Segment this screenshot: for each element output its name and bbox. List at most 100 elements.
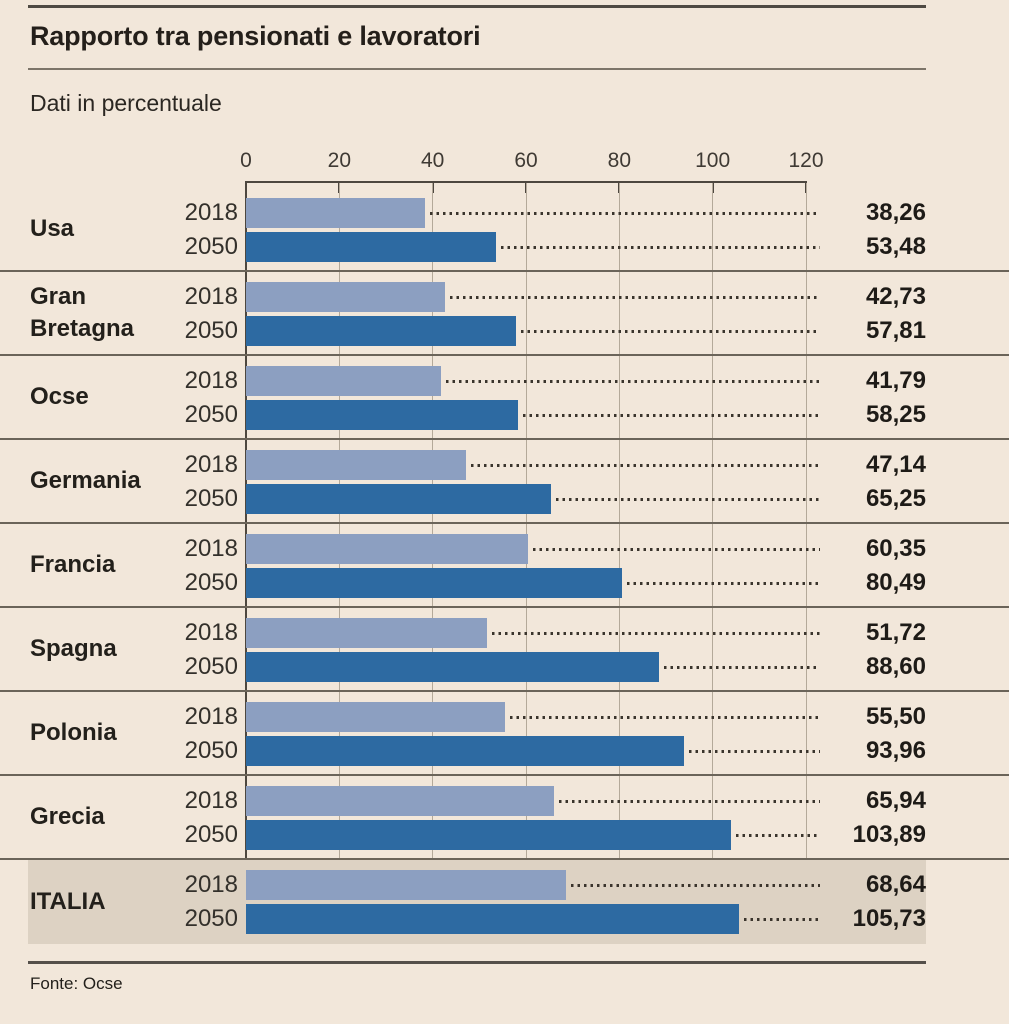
chart-title: Rapporto tra pensionati e lavoratori (30, 21, 481, 51)
year-label-2050: 2050 (184, 653, 238, 680)
value-label-2050: 65,25 (865, 485, 926, 512)
year-label-2018: 2018 (184, 535, 238, 562)
country-label: Usa (30, 214, 75, 242)
bar-line-2018: 2018 41,79 (0, 366, 1009, 396)
gridline (712, 183, 714, 944)
value-label-2018: 42,73 (865, 283, 926, 310)
bar-line-2018: 2018 42,73 (0, 282, 1009, 312)
leader-dots-2050 (735, 834, 820, 837)
leader-dots-2018 (429, 212, 820, 215)
bar-2050 (246, 820, 731, 850)
country-label: Ocse (30, 382, 89, 410)
leader-dots-2018 (571, 884, 820, 887)
bar-2018 (246, 618, 488, 648)
year-label-2018: 2018 (184, 367, 238, 394)
value-label-2050: 53,48 (865, 233, 926, 260)
bar-line-2050: 2050 65,25 (0, 484, 1009, 514)
value-label-2018: 47,14 (865, 451, 926, 478)
leader-dots-2018 (450, 296, 820, 299)
chart-subtitle: Dati in percentuale (30, 90, 222, 116)
country-row: Francia 2018 60,35 2050 80,49 (0, 524, 1009, 608)
leader-dots-2050 (689, 750, 820, 753)
bar-line-2018: 2018 60,35 (0, 534, 1009, 564)
bar-line-2018: 2018 51,72 (0, 618, 1009, 648)
source-note: Fonte: Ocse (30, 974, 123, 993)
bar-2018 (246, 282, 446, 312)
country-row: Usa 2018 38,26 2050 53,48 (0, 188, 1009, 272)
bar-line-2050: 2050 58,25 (0, 400, 1009, 430)
value-label-2050: 105,73 (852, 905, 926, 932)
bar-line-2018: 2018 65,94 (0, 786, 1009, 816)
value-label-2018: 55,50 (865, 703, 926, 730)
country-label: Gran Bretagna (30, 282, 135, 342)
year-label-2050: 2050 (184, 401, 238, 428)
value-label-2050: 93,96 (865, 737, 926, 764)
leader-dots-2018 (510, 716, 820, 719)
year-label-2018: 2018 (184, 787, 238, 814)
year-label-2050: 2050 (184, 233, 238, 260)
bar-line-2018: 2018 47,14 (0, 450, 1009, 480)
bar-2050 (246, 484, 551, 514)
value-label-2018: 41,79 (865, 367, 926, 394)
x-axis-tick-label: 40 (420, 149, 445, 172)
leader-dots-2050 (664, 666, 820, 669)
year-label-2050: 2050 (184, 905, 238, 932)
bar-2050 (246, 316, 516, 346)
value-label-2018: 68,64 (865, 871, 926, 898)
footer-rule (28, 961, 926, 964)
year-label-2018: 2018 (184, 199, 238, 226)
country-label: Germania (30, 466, 141, 494)
country-label: Grecia (30, 802, 105, 830)
value-label-2050: 103,89 (852, 821, 926, 848)
year-label-2050: 2050 (184, 821, 238, 848)
leader-dots-2050 (626, 582, 820, 585)
bar-2050 (246, 904, 740, 934)
year-label-2018: 2018 (184, 703, 238, 730)
year-label-2050: 2050 (184, 485, 238, 512)
year-label-2018: 2018 (184, 451, 238, 478)
bar-line-2050: 2050 88,60 (0, 652, 1009, 682)
bar-2018 (246, 870, 567, 900)
country-label: Spagna (30, 634, 117, 662)
value-label-2050: 80,49 (865, 569, 926, 596)
bar-2018 (246, 702, 505, 732)
bar-line-2018: 2018 68,64 (0, 870, 1009, 900)
country-label: ITALIA (30, 887, 106, 915)
year-label-2050: 2050 (184, 317, 238, 344)
bar-2050 (246, 736, 685, 766)
bar-2018 (246, 534, 528, 564)
leader-dots-2050 (500, 246, 820, 249)
top-rule (28, 5, 926, 8)
country-row: ITALIA 2018 68,64 2050 105,73 (0, 860, 1009, 944)
year-label-2018: 2018 (184, 283, 238, 310)
bar-2018 (246, 198, 425, 228)
country-row: Polonia 2018 55,50 2050 93,96 (0, 692, 1009, 776)
bar-line-2050: 2050 105,73 (0, 904, 1009, 934)
leader-dots-2050 (555, 498, 820, 501)
bar-2018 (246, 366, 442, 396)
x-axis-tick-label: 120 (788, 149, 824, 172)
year-label-2050: 2050 (184, 569, 238, 596)
leader-dots-2018 (492, 632, 820, 635)
x-axis-tick-label: 20 (327, 149, 352, 172)
gridline (805, 183, 807, 944)
value-label-2050: 88,60 (865, 653, 926, 680)
bar-line-2018: 2018 38,26 (0, 198, 1009, 228)
title-rule (28, 68, 926, 70)
value-label-2018: 51,72 (865, 619, 926, 646)
bar-rows: Usa 2018 38,26 2050 53,48 Gran Bretagna … (0, 188, 1009, 944)
leader-dots-2050 (522, 414, 820, 417)
x-axis-tick-label: 100 (695, 149, 731, 172)
bar-2050 (246, 652, 660, 682)
x-axis-tick-label: 80 (607, 149, 632, 172)
country-label: Francia (30, 550, 116, 578)
leader-dots-2018 (470, 464, 820, 467)
x-axis-tick-label: 60 (514, 149, 538, 172)
leader-dots-2018 (558, 800, 820, 803)
value-label-2018: 38,26 (865, 199, 926, 226)
bar-line-2050: 2050 103,89 (0, 820, 1009, 850)
bar-line-2050: 2050 57,81 (0, 316, 1009, 346)
bar-line-2050: 2050 80,49 (0, 568, 1009, 598)
bar-line-2050: 2050 53,48 (0, 232, 1009, 262)
